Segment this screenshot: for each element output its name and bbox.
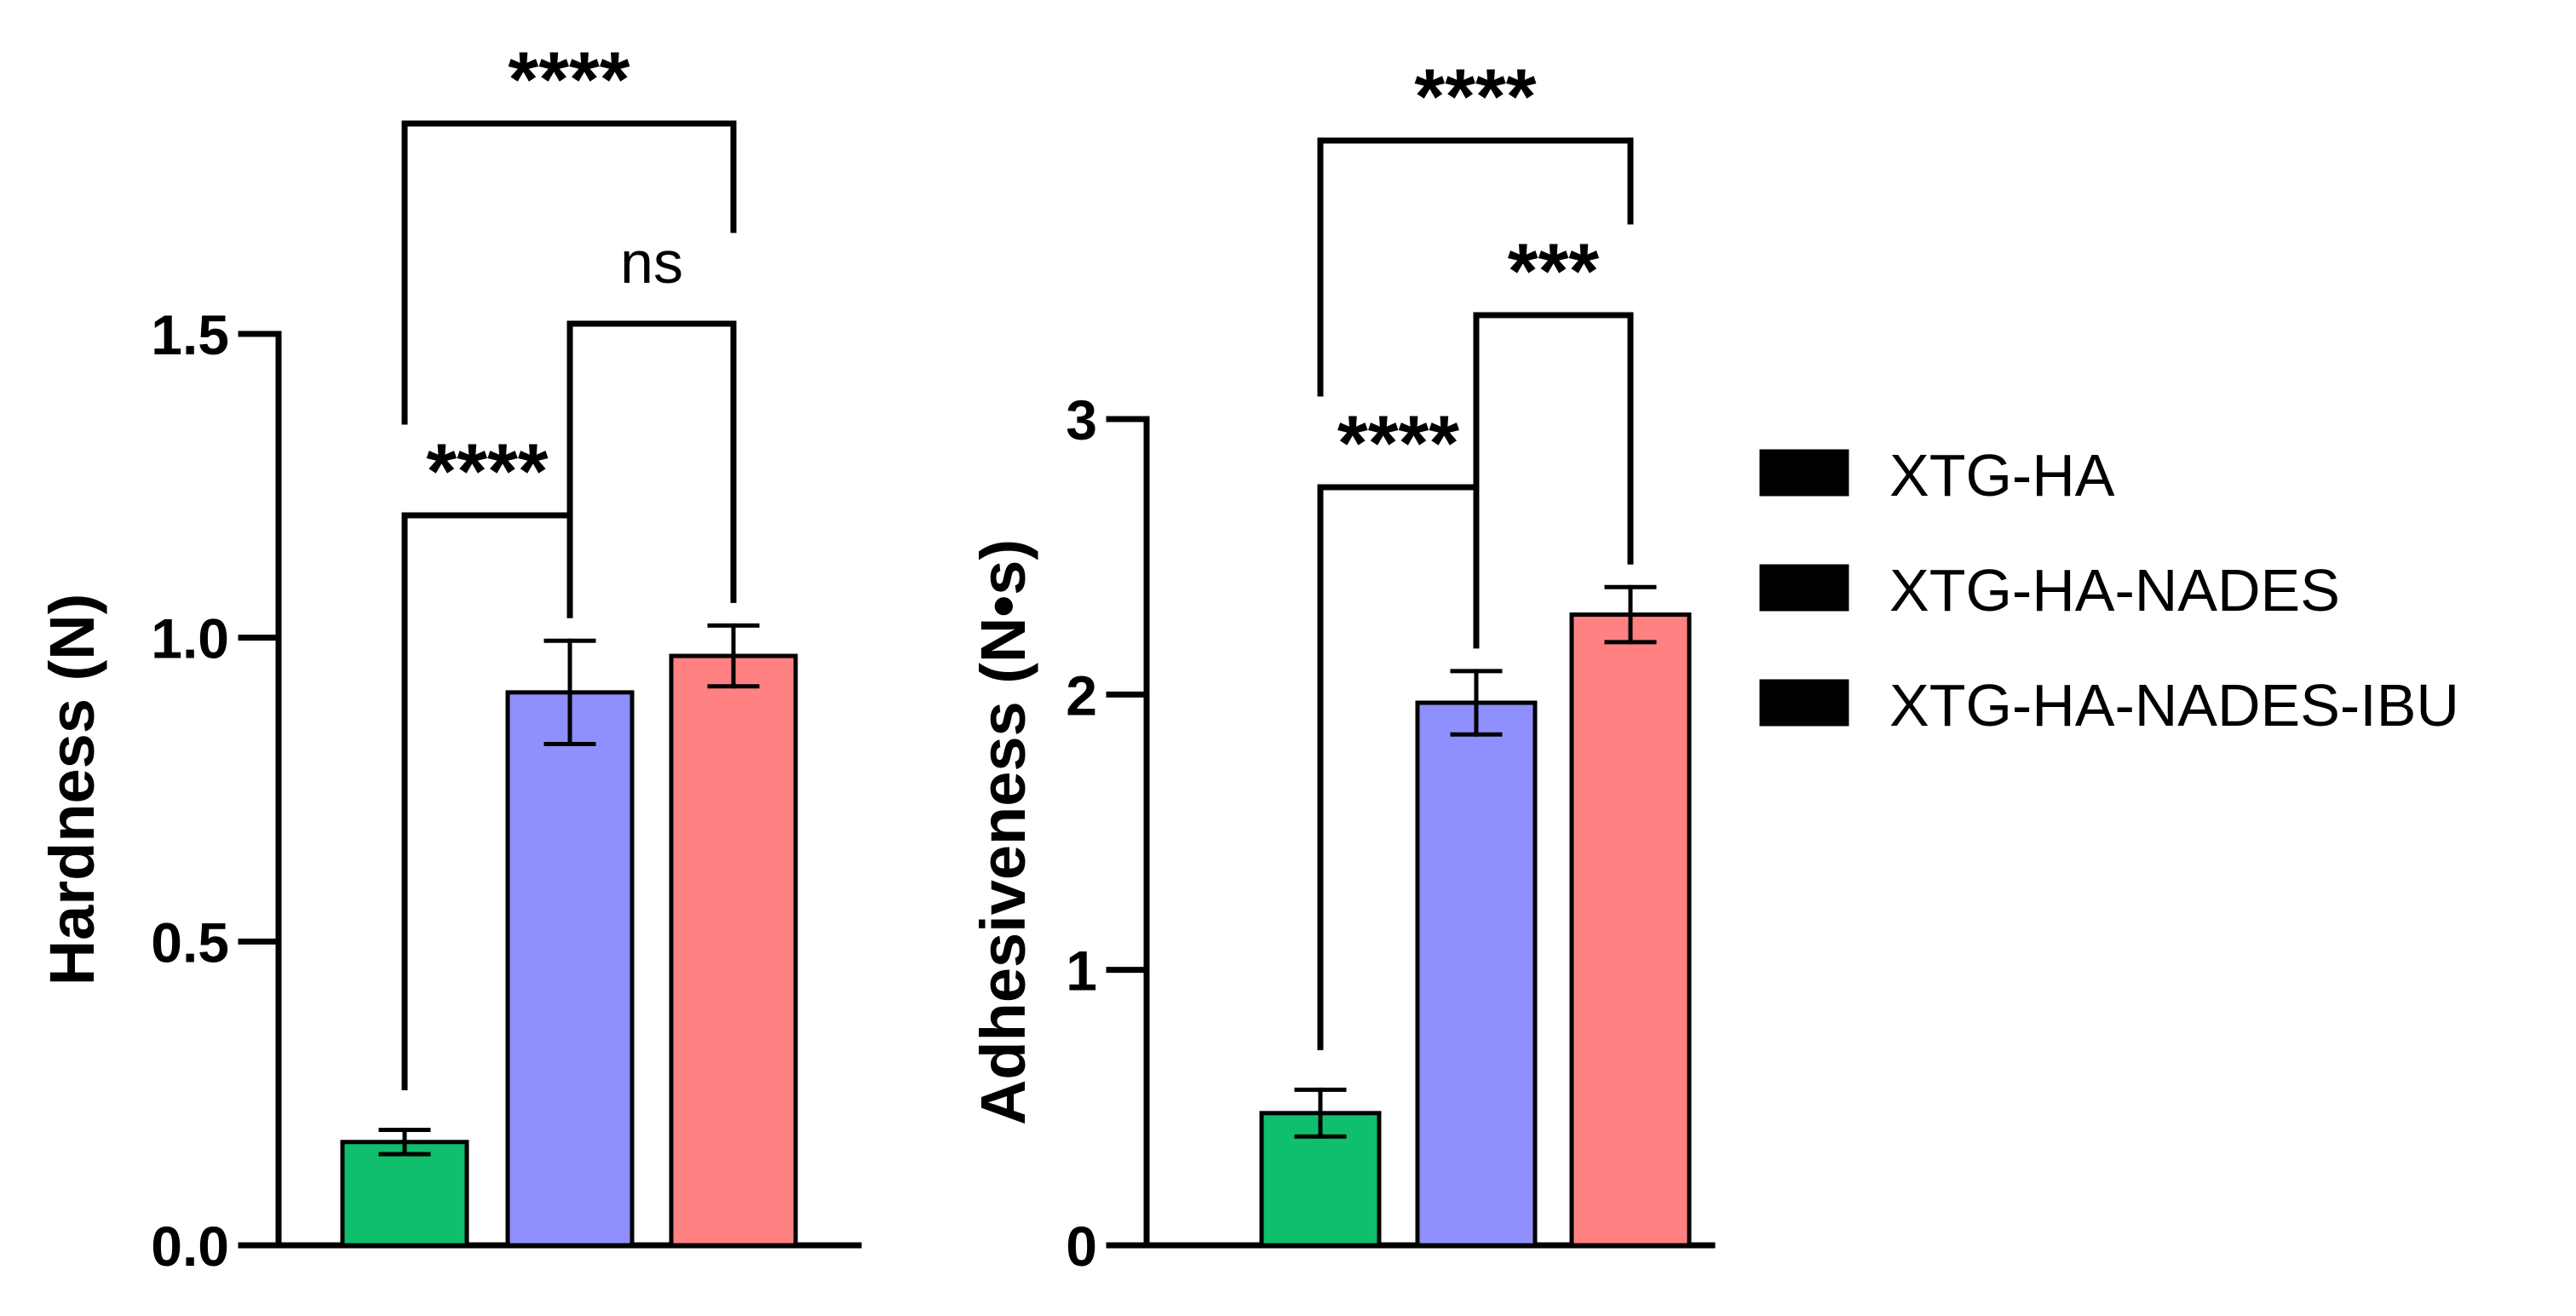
- legend-label-xtg-ha-nades-ibu: XTG-HA-NADES-IBU: [1889, 672, 2459, 738]
- legend: XTG-HA XTG-HA-NADES XTG-HA-NADES-IBU: [1759, 442, 2459, 738]
- hardness-bracket-xtg-ha-vs-xtg-ha-nades: [401, 512, 573, 1090]
- hardness-chart: Hardness (N) 0.0 0.5 1.0 1.5 **** ns ****: [37, 37, 862, 1278]
- hardness-y-axis-title: Hardness (N): [37, 594, 107, 986]
- adhesiveness-bar-xtg-ha-nades-ibu: [1569, 612, 1692, 1248]
- hardness-bracket-xtg-ha-nades-vs-xtg-ha-nades-ibu: [566, 320, 737, 603]
- adhesiveness-y-tick-label: 2: [1066, 664, 1097, 727]
- hardness-bracket-xtg-ha-nades-vs-xtg-ha-nades-ibu-label: ns: [620, 229, 683, 296]
- legend-swatch-xtg-ha-nades-ibu: [1759, 679, 1849, 727]
- adhesiveness-y-tick-label: 0: [1066, 1215, 1097, 1278]
- adhesiveness-significance-brackets: ***********: [1317, 54, 1634, 1050]
- hardness-y-tick-label: 0.5: [151, 911, 229, 974]
- adhesiveness-bracket-xtg-ha-vs-xtg-ha-nades-ibu-label: ****: [1414, 54, 1536, 141]
- adhesiveness-bar-xtg-ha-nades: [1415, 700, 1538, 1248]
- legend-label-xtg-ha: XTG-HA: [1889, 442, 2115, 509]
- legend-swatch-xtg-ha-nades: [1759, 564, 1849, 612]
- adhesiveness-bars: [1259, 584, 1692, 1248]
- hardness-bars: [340, 623, 798, 1248]
- hardness-significance-brackets: **** ns ****: [401, 37, 737, 1090]
- hardness-bar-xtg-ha-nades: [505, 690, 635, 1248]
- adhesiveness-bracket-xtg-ha-nades-vs-xtg-ha-nades-ibu-label: ***: [1508, 228, 1600, 315]
- hardness-bracket-xtg-ha-vs-xtg-ha-nades-label: ****: [426, 428, 548, 515]
- hardness-y-tick-label: 1.5: [151, 303, 229, 366]
- adhesiveness-bracket-xtg-ha-vs-xtg-ha-nades-ibu: [1317, 137, 1634, 397]
- adhesiveness-bracket-xtg-ha-vs-xtg-ha-nades: [1317, 484, 1480, 1050]
- hardness-bar-xtg-ha: [340, 1140, 469, 1248]
- adhesiveness-y-tick-label: 1: [1066, 940, 1097, 1003]
- hardness-y-tick-label: 1.0: [151, 607, 229, 670]
- hardness-bracket-xtg-ha-vs-xtg-ha-nades-ibu: [401, 120, 737, 425]
- adhesiveness-y-tick-label: 3: [1066, 388, 1097, 451]
- adhesiveness-bar-xtg-ha: [1259, 1111, 1382, 1248]
- adhesiveness-bracket-xtg-ha-vs-xtg-ha-nades-label: ****: [1337, 400, 1459, 487]
- hardness-y-tick-label: 0.0: [151, 1215, 229, 1278]
- hardness-bracket-xtg-ha-vs-xtg-ha-nades-ibu-label: ****: [508, 37, 630, 124]
- legend-swatch-xtg-ha: [1759, 449, 1849, 497]
- legend-label-xtg-ha-nades: XTG-HA-NADES: [1889, 557, 2340, 624]
- hardness-bar-xtg-ha-nades-ibu: [669, 653, 798, 1248]
- adhesiveness-y-ticks: 0 1 2 3: [1066, 388, 1150, 1278]
- hardness-y-ticks: 0.0 0.5 1.0 1.5: [151, 303, 282, 1278]
- adhesiveness-y-axis-title: Adhesiveness (N•s): [968, 539, 1038, 1125]
- adhesiveness-bracket-xtg-ha-nades-vs-xtg-ha-nades-ibu: [1473, 312, 1634, 565]
